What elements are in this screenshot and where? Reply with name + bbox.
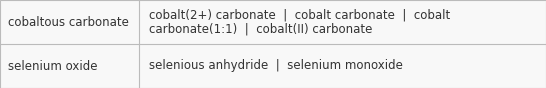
Text: selenious anhydride  |  selenium monoxide: selenious anhydride | selenium monoxide: [149, 59, 403, 73]
Text: carbonate(1:1)  |  cobalt(II) carbonate: carbonate(1:1) | cobalt(II) carbonate: [149, 22, 372, 35]
Text: cobaltous carbonate: cobaltous carbonate: [8, 15, 129, 29]
Text: selenium oxide: selenium oxide: [8, 59, 98, 73]
Text: cobalt(2+) carbonate  |  cobalt carbonate  |  cobalt: cobalt(2+) carbonate | cobalt carbonate …: [149, 9, 450, 22]
